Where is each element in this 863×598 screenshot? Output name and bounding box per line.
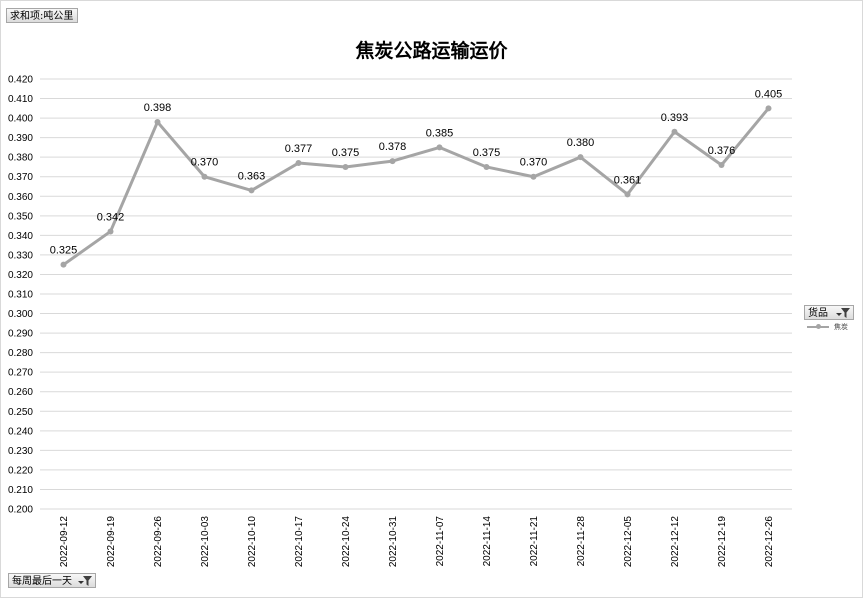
legend-series-name: 焦炭 <box>834 323 848 331</box>
x-tick-label: 2022-10-03 <box>200 516 211 568</box>
data-point <box>718 162 725 168</box>
data-point <box>342 163 349 170</box>
data-label: 0.342 <box>97 211 125 223</box>
y-tick-label: 0.250 <box>8 407 33 418</box>
data-point <box>483 163 490 170</box>
data-label: 0.380 <box>567 137 595 149</box>
series-line <box>62 107 770 266</box>
data-point <box>389 158 396 165</box>
data-label: 0.361 <box>614 174 642 186</box>
y-tick-label: 0.380 <box>8 153 33 164</box>
chart-title: 焦炭公路运输运价 <box>355 40 508 62</box>
x-tick-label: 2022-11-21 <box>529 516 540 567</box>
data-label: 0.325 <box>50 245 78 257</box>
x-tick-label: 2022-11-14 <box>482 516 493 567</box>
data-label: 0.370 <box>520 157 548 169</box>
data-point <box>436 144 443 151</box>
x-tick-label: 2022-11-07 <box>435 516 446 567</box>
data-label: 0.370 <box>191 157 219 169</box>
filter-funnel-icon <box>841 308 850 318</box>
y-tick-label: 0.240 <box>8 426 33 437</box>
y-tick-label: 0.330 <box>8 250 33 261</box>
data-point <box>295 160 302 167</box>
data-point <box>577 154 584 161</box>
x-tick-label: 2022-10-10 <box>247 516 258 568</box>
data-label: 0.378 <box>379 141 407 153</box>
axis-field-button[interactable]: 每周最后一天 <box>8 573 96 588</box>
axis-filter-control[interactable] <box>78 575 92 587</box>
y-tick-label: 0.420 <box>8 75 33 86</box>
y-tick-label: 0.300 <box>8 309 33 320</box>
data-point <box>201 173 208 180</box>
legend-filter-control[interactable] <box>836 307 850 319</box>
data-label: 0.377 <box>285 143 313 155</box>
x-tick-label: 2022-09-26 <box>153 516 164 568</box>
axis-field-label: 每周最后一天 <box>12 576 72 587</box>
data-label: 0.393 <box>661 112 689 124</box>
legend-field-button[interactable]: 货品 <box>804 305 854 320</box>
y-tick-label: 0.290 <box>8 329 33 340</box>
y-tick-label: 0.410 <box>8 94 33 105</box>
x-tick-label: 2022-12-12 <box>670 516 681 568</box>
value-field-button[interactable]: 求和项:吨公里 <box>6 8 78 23</box>
data-point <box>671 128 678 135</box>
x-tick-label: 2022-09-12 <box>59 516 70 568</box>
legend-point-marker <box>816 324 821 329</box>
y-tick-label: 0.350 <box>8 211 33 222</box>
y-tick-label: 0.360 <box>8 192 33 203</box>
data-point <box>765 105 772 112</box>
y-tick-label: 0.390 <box>8 133 33 144</box>
y-tick-label: 0.400 <box>8 114 33 125</box>
data-point <box>624 191 631 198</box>
x-tick-label: 2022-11-28 <box>576 516 587 567</box>
y-tick-label: 0.340 <box>8 231 33 242</box>
y-tick-label: 0.310 <box>8 290 33 301</box>
data-point <box>60 261 67 268</box>
dropdown-arrow-icon <box>78 581 84 584</box>
data-label: 0.363 <box>238 170 266 182</box>
data-point <box>530 173 537 180</box>
x-tick-label: 2022-10-17 <box>294 516 305 568</box>
y-tick-label: 0.270 <box>8 368 33 379</box>
data-point <box>107 228 114 235</box>
x-tick-label: 2022-10-31 <box>388 516 399 568</box>
data-point <box>154 119 161 125</box>
y-tick-label: 0.320 <box>8 270 33 281</box>
y-tick-label: 0.280 <box>8 348 33 359</box>
y-tick-label: 0.260 <box>8 387 33 398</box>
value-field-label: 求和项:吨公里 <box>10 11 74 22</box>
filter-funnel-icon <box>83 576 92 586</box>
dropdown-arrow-icon <box>836 313 842 316</box>
y-tick-label: 0.220 <box>8 465 33 476</box>
y-tick-label: 0.370 <box>8 172 33 183</box>
y-tick-label: 0.230 <box>8 446 33 457</box>
x-tick-label: 2022-12-19 <box>717 516 728 568</box>
data-point <box>248 187 255 194</box>
data-label: 0.375 <box>473 147 501 159</box>
y-tick-label: 0.210 <box>8 485 33 496</box>
x-tick-label: 2022-12-26 <box>764 516 775 568</box>
legend-field-label: 货品 <box>808 308 828 319</box>
data-label: 0.375 <box>332 147 360 159</box>
data-label: 0.398 <box>144 102 172 114</box>
x-tick-label: 2022-10-24 <box>341 516 352 568</box>
data-label: 0.376 <box>708 145 736 157</box>
data-label: 0.385 <box>426 127 454 139</box>
data-label: 0.405 <box>755 88 783 100</box>
x-tick-label: 2022-09-19 <box>106 516 117 568</box>
y-tick-label: 0.200 <box>8 505 33 516</box>
x-tick-label: 2022-12-05 <box>623 516 634 568</box>
